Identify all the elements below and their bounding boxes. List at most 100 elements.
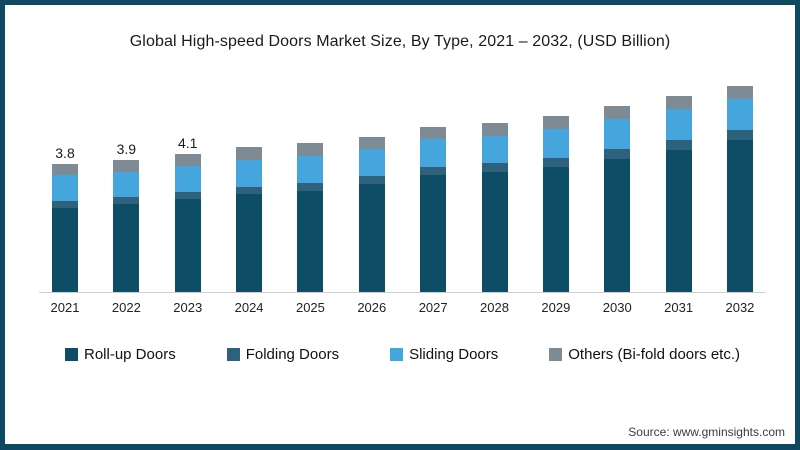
year-label-2027: 2027: [418, 300, 448, 315]
bar-segment-folding-doors: [236, 186, 263, 194]
bar-segment-folding-doors: [174, 192, 201, 200]
bar-segment-folding-doors: [726, 129, 753, 140]
stacked-bar: [297, 143, 324, 292]
bar-group-2028: [475, 123, 515, 292]
legend-item-folding-doors: Folding Doors: [226, 346, 340, 363]
legend-label: Folding Doors: [245, 346, 340, 363]
legend-label: Roll-up Doors: [84, 346, 176, 363]
stacked-bar: [358, 136, 385, 292]
legend-item-others-bi-fold-doors-etc: Others (Bi-fold doors etc.): [549, 346, 740, 363]
stacked-bar: [420, 126, 447, 292]
bar-segment-folding-doors: [420, 167, 447, 176]
bar-segment-sliding-doors: [174, 166, 201, 193]
bar-group-2025: [290, 143, 330, 292]
bar-segment-others-bi-fold-doors-etc: [174, 153, 201, 167]
bar-segment-folding-doors: [358, 175, 385, 184]
bar-total-label: 4.1: [177, 134, 198, 151]
bar-segment-folding-doors: [604, 149, 631, 159]
x-axis-tick-labels: 2021 2022 2023 2024 2025 2026 2027 2028 2029 2030…: [45, 300, 760, 315]
bar-segment-others-bi-fold-doors-etc: [481, 123, 508, 136]
bar-segment-others-bi-fold-doors-etc: [542, 116, 569, 130]
bar-group-2023: 4.1: [168, 135, 208, 292]
bar-segment-roll-up-doors: [542, 166, 569, 292]
legend-label: Sliding Doors: [409, 346, 499, 363]
stacked-bar: [542, 116, 569, 292]
bar-segment-sliding-doors: [420, 139, 447, 168]
bar-segment-sliding-doors: [358, 149, 385, 176]
stacked-bar: [52, 163, 78, 292]
year-label-2025: 2025: [295, 300, 325, 315]
bar-segment-sliding-doors: [113, 172, 140, 198]
stacked-bar: [236, 146, 263, 292]
bar-segment-roll-up-doors: [113, 204, 140, 292]
stacked-bar: [726, 85, 753, 292]
source-attribution: Source: www.gminsights.com: [628, 425, 785, 439]
bar-segment-others-bi-fold-doors-etc: [604, 106, 631, 119]
bar-segment-others-bi-fold-doors-etc: [52, 163, 78, 176]
stacked-bar: [604, 106, 631, 292]
year-label-2029: 2029: [541, 300, 571, 315]
legend-item-roll-up-doors: Roll-up Doors: [65, 346, 176, 363]
year-label-2028: 2028: [480, 300, 509, 315]
stacked-bar: [481, 123, 508, 292]
legend-swatch-icon: [390, 348, 404, 361]
bar-segment-folding-doors: [52, 200, 78, 208]
bar-segment-folding-doors: [297, 182, 324, 191]
x-axis-line: [39, 292, 766, 293]
bar-segment-sliding-doors: [604, 118, 631, 149]
bar-segment-others-bi-fold-doors-etc: [236, 146, 263, 160]
bar-segment-roll-up-doors: [604, 158, 631, 292]
bar-group-2026: [352, 136, 392, 292]
bars-row: 3.8 3.9 4.1: [45, 80, 760, 292]
legend-swatch-icon: [226, 348, 240, 361]
bar-segment-others-bi-fold-doors-etc: [297, 143, 324, 157]
bar-segment-roll-up-doors: [297, 190, 324, 292]
bar-segment-sliding-doors: [481, 135, 508, 164]
bar-segment-sliding-doors: [236, 159, 263, 187]
bar-segment-others-bi-fold-doors-etc: [665, 96, 692, 109]
chart-title: Global High-speed Doors Market Size, By …: [129, 33, 671, 50]
year-label-2024: 2024: [234, 300, 264, 315]
bar-segment-sliding-doors: [52, 175, 78, 201]
bar-segment-others-bi-fold-doors-etc: [420, 126, 447, 140]
plot-area: 3.8 3.9 4.1 2021 2022 2023 2024 2025 2026 2027 20…: [39, 80, 766, 315]
bar-segment-roll-up-doors: [481, 172, 508, 292]
bar-group-2022: 3.9: [106, 141, 146, 292]
bar-segment-roll-up-doors: [52, 207, 78, 292]
bar-group-2027: [413, 126, 453, 292]
bar-segment-roll-up-doors: [726, 139, 753, 292]
year-label-2031: 2031: [664, 300, 694, 315]
stacked-bar: [174, 153, 201, 292]
bar-segment-roll-up-doors: [174, 199, 201, 292]
bar-group-2032: [720, 85, 760, 292]
bar-segment-others-bi-fold-doors-etc: [113, 160, 140, 173]
stacked-bar: [113, 160, 140, 292]
bar-segment-folding-doors: [113, 197, 140, 205]
legend-item-sliding-doors: Sliding Doors: [390, 346, 498, 363]
bar-group-2029: [536, 116, 576, 292]
year-label-2023: 2023: [173, 300, 203, 315]
bar-segment-others-bi-fold-doors-etc: [358, 136, 385, 150]
bar-segment-folding-doors: [481, 163, 508, 172]
year-label-2032: 2032: [725, 300, 755, 315]
bar-segment-roll-up-doors: [236, 194, 263, 292]
bar-segment-roll-up-doors: [358, 183, 385, 292]
bar-segment-roll-up-doors: [420, 175, 447, 292]
bar-segment-others-bi-fold-doors-etc: [726, 85, 753, 99]
bar-group-2031: [659, 96, 699, 292]
year-label-2021: 2021: [50, 300, 80, 315]
bar-group-2024: [229, 146, 269, 292]
year-label-2026: 2026: [357, 300, 387, 315]
legend-swatch-icon: [65, 348, 78, 361]
legend-label: Others (Bi-fold doors etc.): [568, 346, 740, 363]
bar-total-label: 3.9: [116, 141, 137, 158]
year-label-2030: 2030: [602, 300, 632, 315]
bar-segment-sliding-doors: [297, 156, 324, 183]
legend: Roll-up Doors Folding Doors Sliding Doors O…: [65, 346, 740, 363]
bar-segment-roll-up-doors: [665, 150, 692, 292]
bar-segment-sliding-doors: [542, 129, 569, 158]
stacked-bar: [665, 96, 692, 292]
bar-segment-sliding-doors: [726, 98, 753, 130]
bar-segment-folding-doors: [542, 157, 569, 167]
